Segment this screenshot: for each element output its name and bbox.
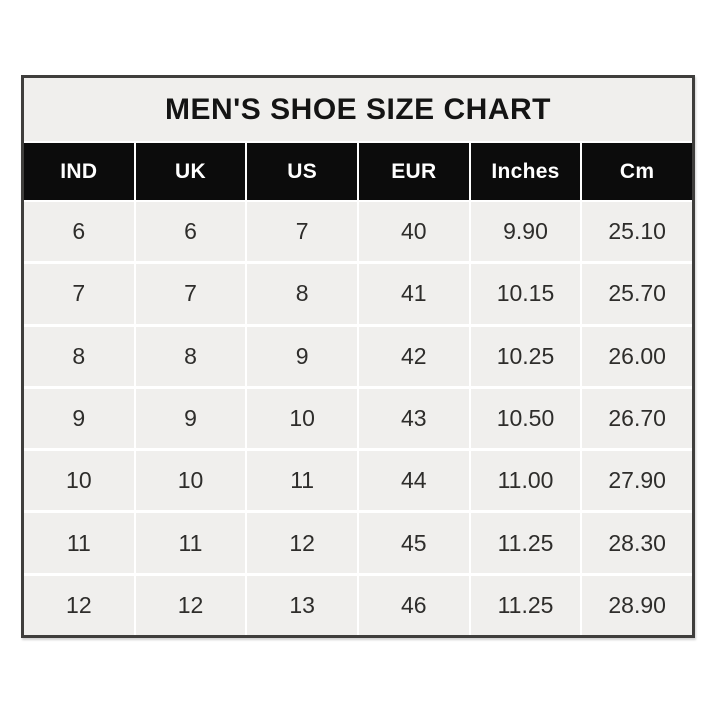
- table-cell: 12: [135, 575, 246, 635]
- table-cell: 9: [247, 326, 357, 386]
- column-header-us: US: [247, 143, 357, 200]
- table-cell: 11: [135, 513, 246, 573]
- table-cell: 44: [358, 451, 469, 511]
- chart-title: MEN'S SHOE SIZE CHART: [24, 78, 692, 141]
- table-cell: 9: [24, 388, 134, 449]
- table-cell: 43: [358, 388, 469, 449]
- table-cell: 13: [247, 575, 357, 635]
- table-cell: 10: [135, 451, 246, 511]
- column-header-cm: Cm: [582, 143, 692, 200]
- table-cell: 12: [24, 575, 134, 635]
- column-header-uk: UK: [135, 143, 246, 200]
- column-header-inches: Inches: [470, 143, 581, 200]
- table-cell: 8: [24, 326, 134, 386]
- table-cell: 28.90: [582, 575, 692, 635]
- table-row: 8 8 9 42 10.25 26.00: [24, 326, 692, 386]
- table-cell: 6: [135, 202, 246, 262]
- table-cell: 46: [358, 575, 469, 635]
- table-body: 6 6 7 40 9.90 25.10 7 7 8 41 10.15 25.70 8 8 9 42 10.25 2…: [24, 202, 692, 635]
- table-cell: 7: [24, 264, 134, 324]
- table-cell: 9.90: [470, 202, 581, 262]
- table-cell: 7: [135, 264, 246, 324]
- table-row: 11 11 12 45 11.25 28.30: [24, 513, 692, 573]
- table-cell: 10: [24, 451, 134, 511]
- table-cell: 8: [247, 264, 357, 324]
- column-header-eur: EUR: [358, 143, 469, 200]
- table-cell: 26.00: [582, 326, 692, 386]
- column-header-ind: IND: [24, 143, 134, 200]
- table-cell: 10.15: [470, 264, 581, 324]
- table-cell: 25.10: [582, 202, 692, 262]
- table-row: 12 12 13 46 11.25 28.90: [24, 575, 692, 635]
- table-row: 10 10 11 44 11.00 27.90: [24, 451, 692, 511]
- table-cell: 11.25: [470, 513, 581, 573]
- table-cell: 12: [247, 513, 357, 573]
- table-cell: 9: [135, 388, 246, 449]
- table-cell: 41: [358, 264, 469, 324]
- table-cell: 11.25: [470, 575, 581, 635]
- table-cell: 27.90: [582, 451, 692, 511]
- shoe-size-chart: MEN'S SHOE SIZE CHART IND UK US EUR Inch…: [21, 75, 695, 638]
- table-cell: 11: [247, 451, 357, 511]
- table-cell: 7: [247, 202, 357, 262]
- table-cell: 6: [24, 202, 134, 262]
- table-cell: 25.70: [582, 264, 692, 324]
- table-row: 6 6 7 40 9.90 25.10: [24, 202, 692, 262]
- table-cell: 11.00: [470, 451, 581, 511]
- table-cell: 11: [24, 513, 134, 573]
- table-row: 7 7 8 41 10.15 25.70: [24, 264, 692, 324]
- table-header-row: IND UK US EUR Inches Cm: [24, 141, 692, 202]
- table-cell: 28.30: [582, 513, 692, 573]
- table-cell: 8: [135, 326, 246, 386]
- table-cell: 40: [358, 202, 469, 262]
- table-cell: 26.70: [582, 388, 692, 449]
- table-cell: 10: [247, 388, 357, 449]
- table-cell: 42: [358, 326, 469, 386]
- table-cell: 45: [358, 513, 469, 573]
- table-row: 9 9 10 43 10.50 26.70: [24, 388, 692, 449]
- table-cell: 10.50: [470, 388, 581, 449]
- table-cell: 10.25: [470, 326, 581, 386]
